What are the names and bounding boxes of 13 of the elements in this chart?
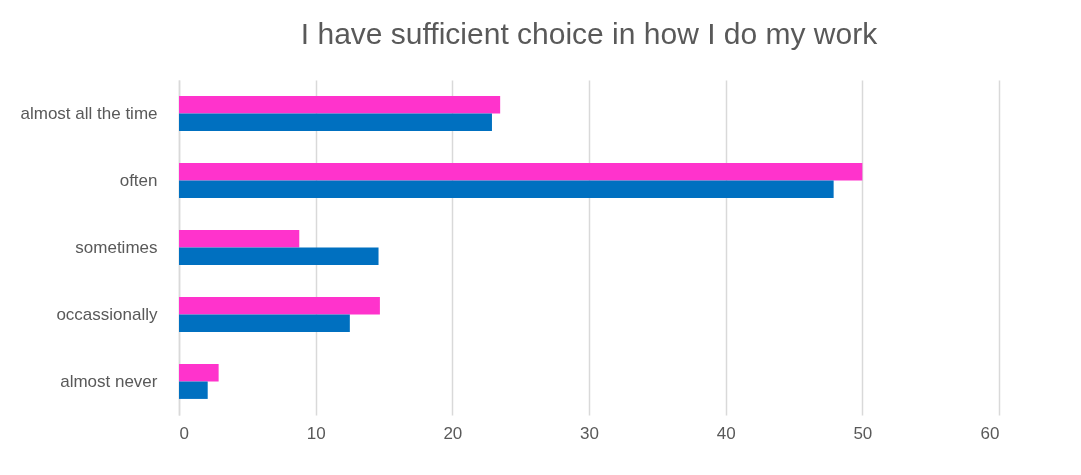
x-tick-label: 0 bbox=[179, 423, 189, 443]
y-tick-label: almost never bbox=[60, 371, 158, 391]
x-tick-label: 20 bbox=[443, 423, 463, 443]
x-tick-label: 60 bbox=[980, 423, 1000, 443]
x-tick-label: 10 bbox=[306, 423, 326, 443]
y-tick-label: occassionally bbox=[56, 304, 158, 324]
x-tick-label: 50 bbox=[853, 423, 873, 443]
y-tick-label: sometimes bbox=[75, 237, 158, 257]
x-tick-label: 40 bbox=[716, 423, 736, 443]
x-tick-label: 30 bbox=[580, 423, 599, 443]
y-tick-label: almost all the time bbox=[20, 103, 158, 123]
y-tick-label: often bbox=[119, 170, 158, 190]
chart-title: I have sufficient choice in how I do my work bbox=[300, 17, 879, 50]
